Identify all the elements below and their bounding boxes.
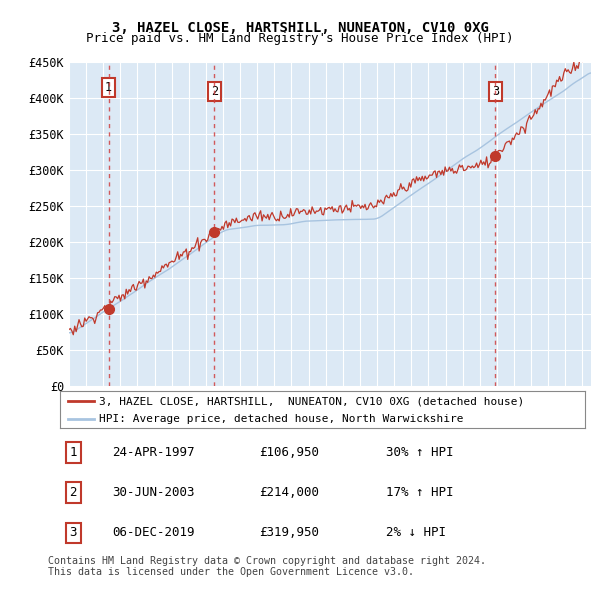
Text: 2: 2 <box>211 84 218 98</box>
Text: 30% ↑ HPI: 30% ↑ HPI <box>386 446 453 459</box>
Text: 17% ↑ HPI: 17% ↑ HPI <box>386 486 453 499</box>
Text: 3: 3 <box>492 84 499 98</box>
Text: 2% ↓ HPI: 2% ↓ HPI <box>386 526 445 539</box>
Text: 2: 2 <box>70 486 77 499</box>
Text: 3, HAZEL CLOSE, HARTSHILL,  NUNEATON, CV10 0XG (detached house): 3, HAZEL CLOSE, HARTSHILL, NUNEATON, CV1… <box>100 396 524 406</box>
Text: 1: 1 <box>70 446 77 459</box>
Text: 3: 3 <box>70 526 77 539</box>
Text: £106,950: £106,950 <box>260 446 320 459</box>
Text: HPI: Average price, detached house, North Warwickshire: HPI: Average price, detached house, Nort… <box>100 414 464 424</box>
Text: £319,950: £319,950 <box>260 526 320 539</box>
Text: Contains HM Land Registry data © Crown copyright and database right 2024.
This d: Contains HM Land Registry data © Crown c… <box>48 556 486 578</box>
Text: 24-APR-1997: 24-APR-1997 <box>113 446 195 459</box>
Text: 3, HAZEL CLOSE, HARTSHILL, NUNEATON, CV10 0XG: 3, HAZEL CLOSE, HARTSHILL, NUNEATON, CV1… <box>112 21 488 35</box>
Text: 30-JUN-2003: 30-JUN-2003 <box>113 486 195 499</box>
Text: 1: 1 <box>105 81 112 94</box>
Text: £214,000: £214,000 <box>260 486 320 499</box>
Text: Price paid vs. HM Land Registry's House Price Index (HPI): Price paid vs. HM Land Registry's House … <box>86 32 514 45</box>
Text: 06-DEC-2019: 06-DEC-2019 <box>113 526 195 539</box>
